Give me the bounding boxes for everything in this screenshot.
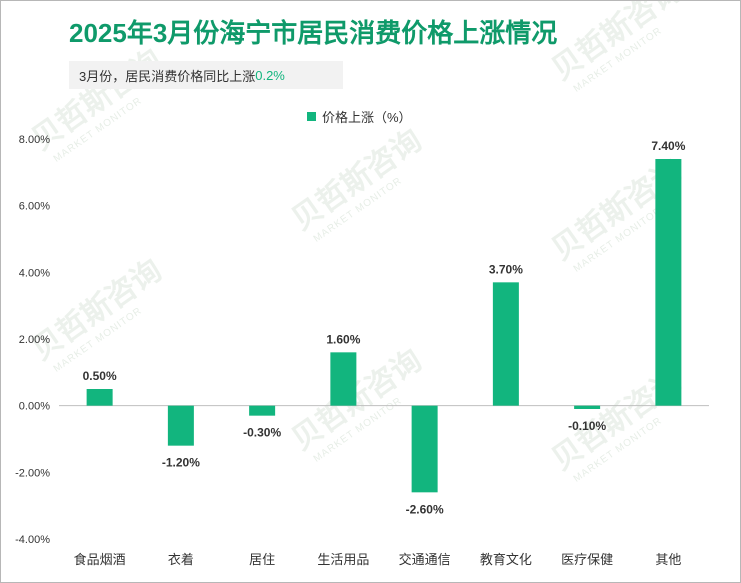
data-label: 0.50%	[83, 369, 117, 383]
data-label: -0.10%	[568, 419, 606, 433]
data-labels-group: 0.50% -1.20% -0.30% 1.60% -2.60% 3.70% -0.10% 7…	[83, 139, 686, 516]
x-tick-label: 衣着	[168, 552, 194, 567]
watermark-text: 贝哲斯咨询	[286, 124, 428, 237]
x-tick-label: 食品烟酒	[74, 552, 126, 567]
watermark-text: 贝哲斯咨询	[286, 344, 428, 457]
legend-label: 价格上涨（%）	[322, 110, 412, 125]
chart-title: 2025年3月份海宁市居民消费价格上涨情况	[69, 18, 558, 48]
legend-swatch	[307, 112, 316, 121]
bar	[411, 405, 438, 493]
bars-group	[86, 159, 682, 493]
data-label: 7.40%	[651, 139, 685, 153]
bar	[86, 389, 113, 406]
x-tick-label: 交通通信	[399, 552, 451, 567]
summary-box: 3月份，居民消费价格同比上涨 0.2%	[69, 61, 343, 89]
y-tick-label: 0.00%	[19, 401, 50, 413]
watermark-text: 贝哲斯咨询	[546, 1, 688, 87]
y-tick-label: 8.00%	[19, 134, 50, 146]
summary-text: 3月份，居民消费价格同比上涨	[79, 68, 256, 84]
y-tick-label: 4.00%	[19, 267, 50, 279]
bar	[249, 405, 276, 416]
y-tick-label: -2.00%	[15, 467, 50, 479]
data-label: 1.60%	[326, 332, 360, 346]
y-tick-label: -4.00%	[15, 534, 50, 546]
bar	[574, 405, 601, 409]
data-label: -0.30%	[243, 426, 281, 440]
bar	[655, 159, 682, 406]
x-axis-category-labels: 食品烟酒 衣着 居住 生活用品 交通通信 教育文化 医疗保健 其他	[74, 552, 682, 567]
x-tick-label: 教育文化	[480, 552, 532, 567]
x-tick-label: 其他	[655, 552, 681, 567]
y-tick-label: 2.00%	[19, 334, 50, 346]
summary-value: 0.2%	[255, 67, 285, 83]
x-tick-label: 生活用品	[317, 552, 369, 567]
data-label: -1.20%	[162, 456, 200, 470]
legend: 价格上涨（%）	[307, 107, 412, 126]
x-tick-label: 医疗保健	[561, 552, 613, 567]
y-axis-tick-labels: 8.00% 6.00% 4.00% 2.00% 0.00% -2.00% -4.00%	[15, 134, 50, 546]
bar	[492, 282, 519, 406]
x-tick-label: 居住	[249, 552, 275, 567]
data-label: 3.70%	[489, 262, 523, 276]
bar	[330, 352, 357, 406]
y-tick-label: 6.00%	[19, 201, 50, 213]
data-label: -2.60%	[406, 502, 444, 516]
bar	[167, 405, 194, 446]
